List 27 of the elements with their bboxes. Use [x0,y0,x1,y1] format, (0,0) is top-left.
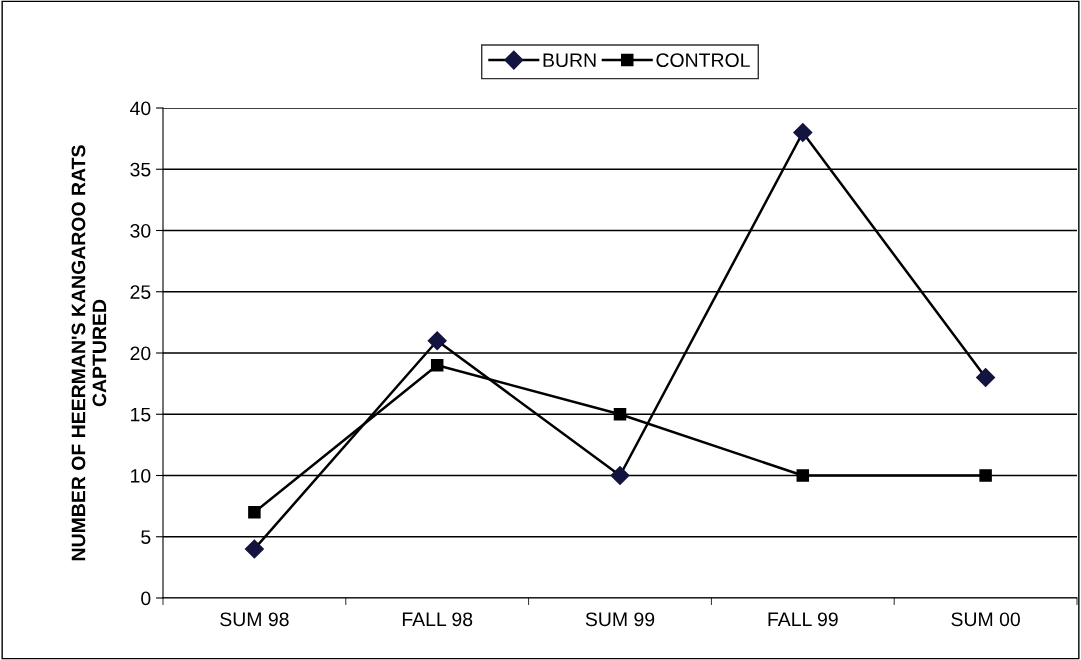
point [248,505,261,519]
y-axis-title: NUMBER OF HEERMAN'S KANGAROO RATS CAPTURED [71,145,107,561]
y-tick-label: 15 [131,407,151,422]
point [427,331,447,351]
point [430,358,444,372]
x-tick-label: FALL 99 [768,612,838,627]
point [244,539,264,559]
y-tick-label: 0 [141,591,151,606]
point [610,465,630,486]
y-tick-label: 40 [130,101,151,116]
x-tick-label: FALL 98 [402,612,473,627]
y-tick-label: 5 [141,530,151,544]
x-tick-label: SUM 98 [220,612,289,627]
point [796,469,810,482]
y-tick-label: 25 [130,285,151,299]
x-tick-label: SUM 99 [585,612,655,627]
point [979,469,992,482]
x-tick-label: SUM 00 [951,612,1020,627]
legend-label: CONTROL [656,53,750,68]
point [793,122,813,143]
y-tick-label: 20 [130,346,151,361]
y-tick-label: 30 [130,223,151,238]
point [976,367,996,388]
y-tick-label: 35 [130,162,151,177]
y-tick-label: 10 [131,468,151,483]
legend-label: BURN [543,53,596,68]
point [613,407,627,421]
